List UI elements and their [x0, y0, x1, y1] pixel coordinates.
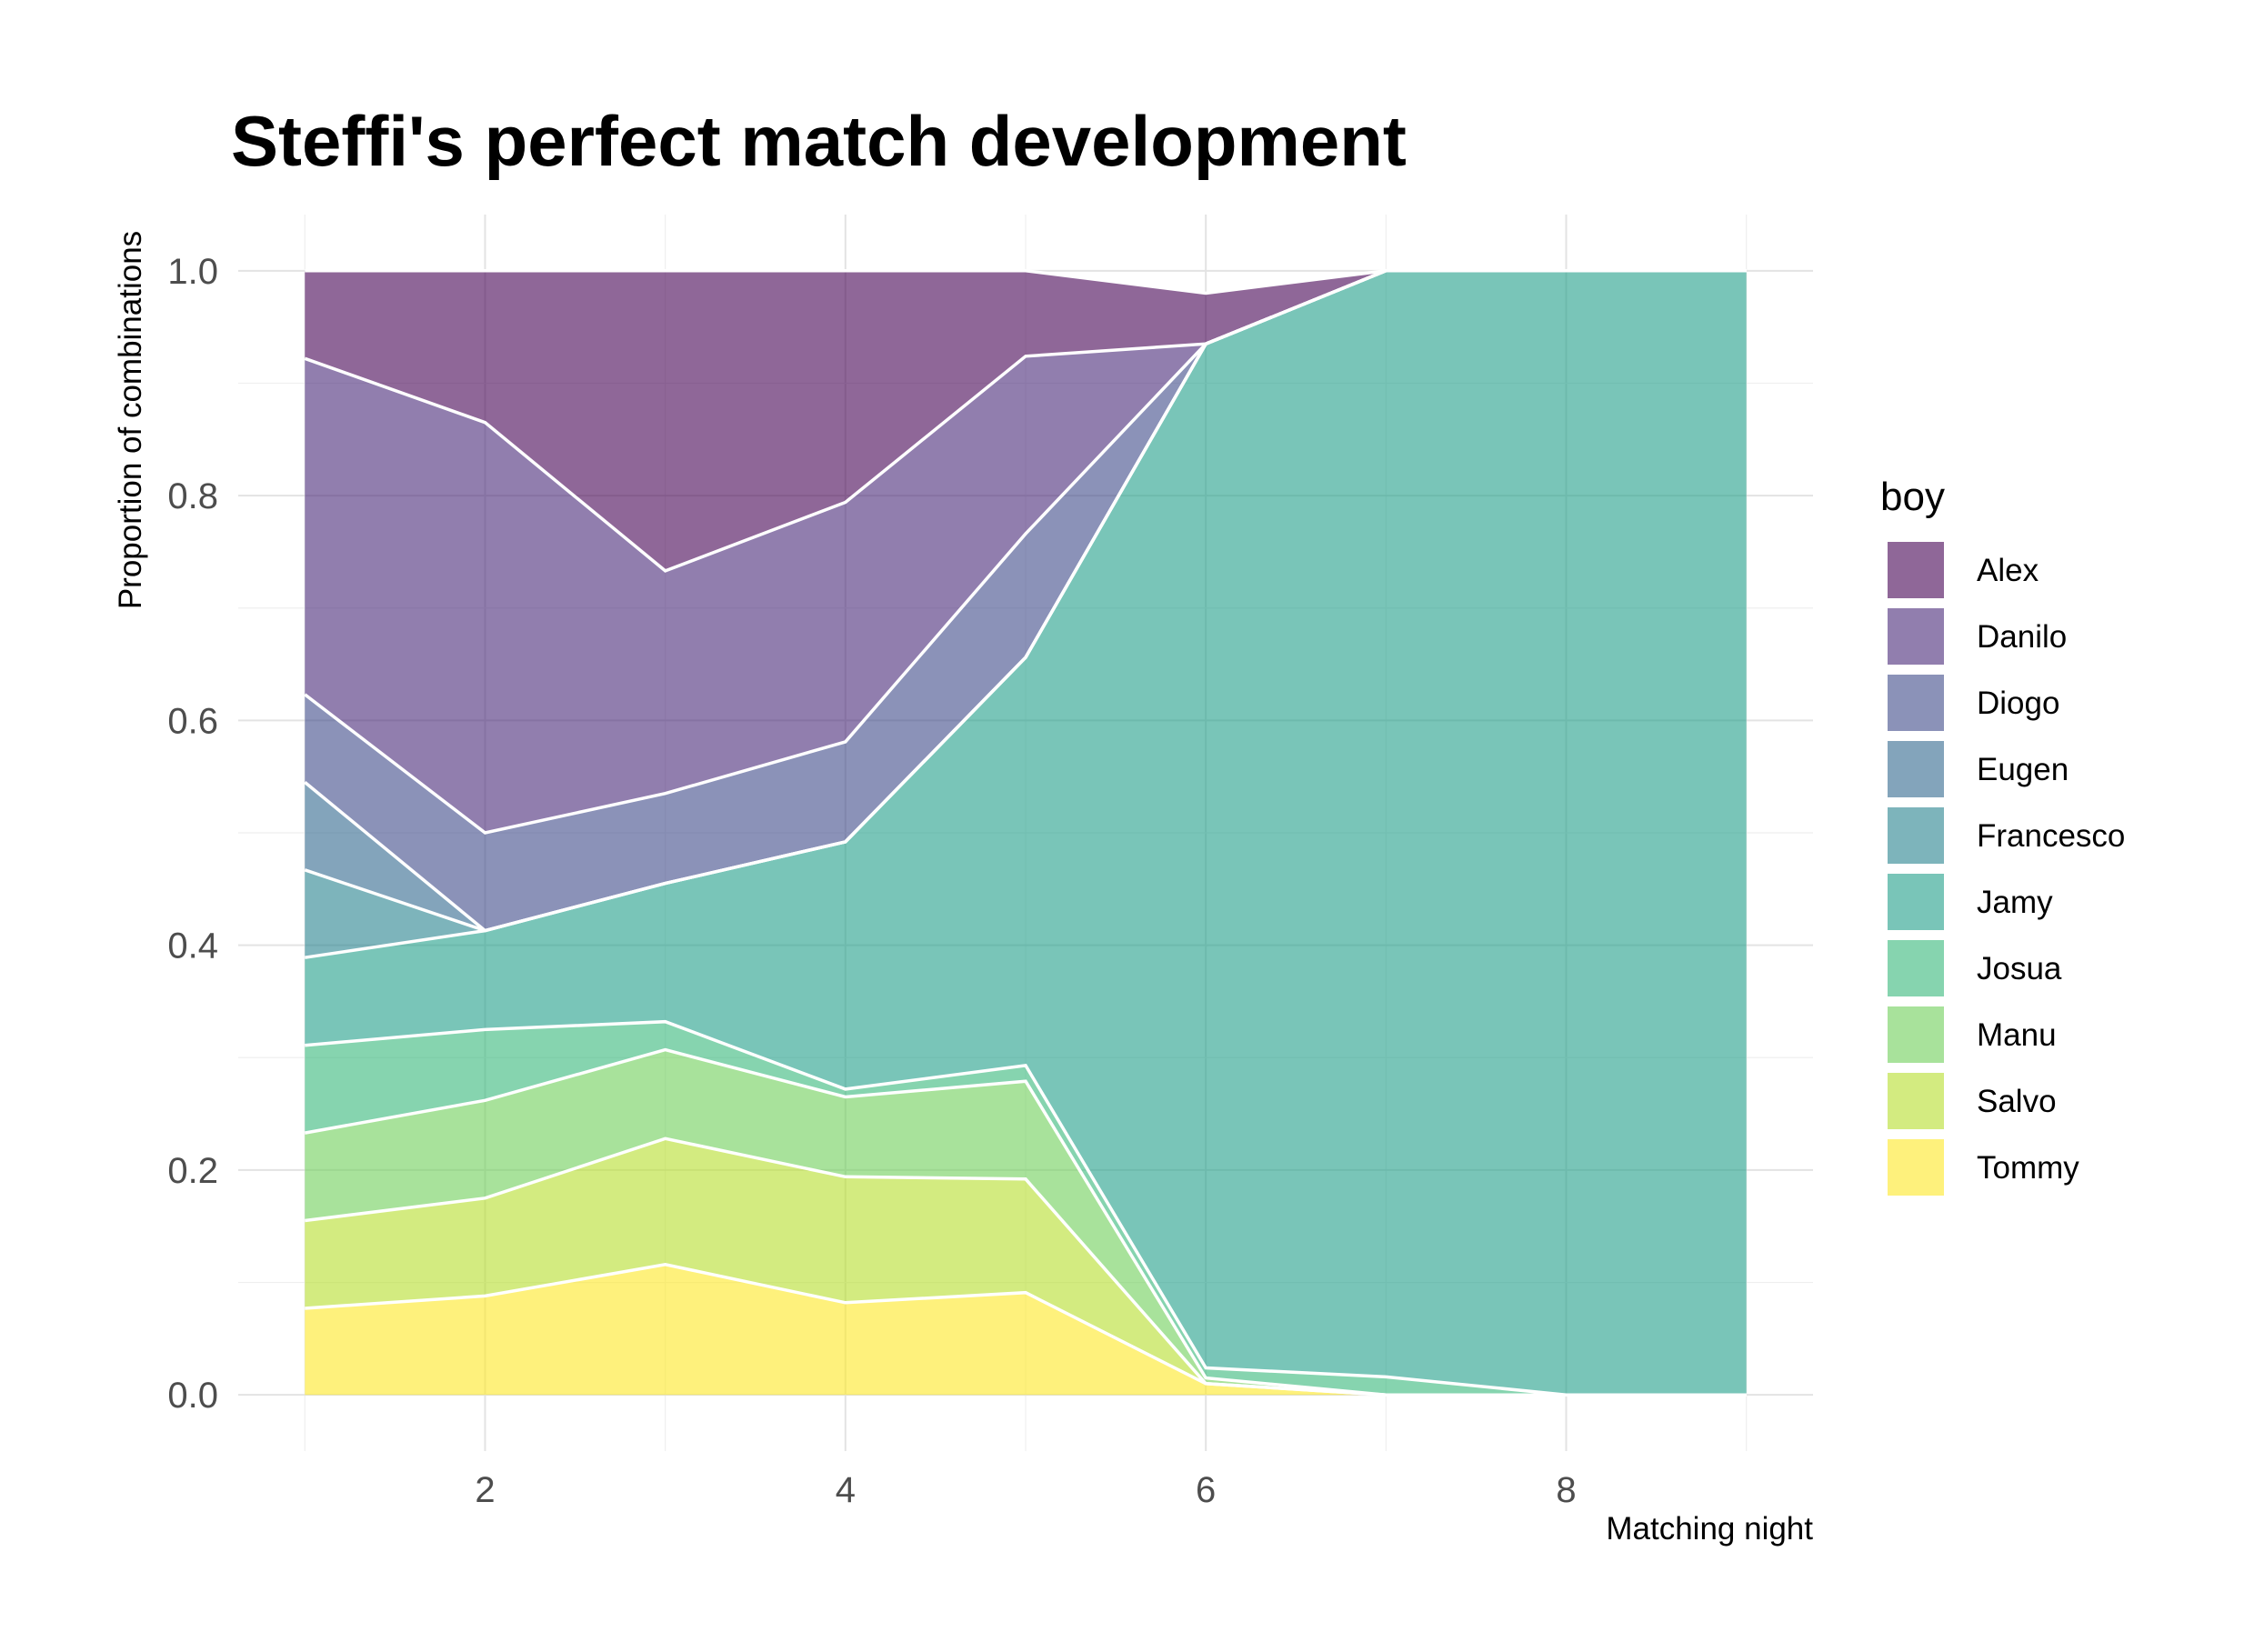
area-diogo — [305, 270, 1747, 931]
legend-label-danilo: Danilo — [1977, 619, 2067, 655]
y-tick-label: 0.2 — [167, 1151, 218, 1191]
area-alex — [305, 270, 1747, 571]
area-danilo — [305, 270, 1747, 833]
legend-label-jamy: Jamy — [1977, 885, 2053, 920]
y-tick-label: 0.4 — [167, 926, 218, 966]
legend-items: Alex Danilo Diogo Eugen Francesco Jamy Josua Ma… — [1888, 542, 2125, 1196]
area-tommy — [305, 1264, 1747, 1396]
x-axis-title: Matching night — [1606, 1511, 1813, 1547]
legend-label-alex: Alex — [1977, 553, 2039, 588]
legend-swatch-jamy — [1888, 874, 1944, 930]
x-tick-label: 8 — [1556, 1470, 1576, 1510]
series-areas — [305, 270, 1747, 1396]
legend-swatch-danilo — [1888, 608, 1944, 665]
y-axis-title: Proportion of combinations — [113, 231, 148, 609]
legend-label-eugen: Eugen — [1977, 752, 2069, 787]
y-tick-label: 0.0 — [167, 1376, 218, 1416]
legend-label-josua: Josua — [1977, 951, 2062, 986]
legend-swatch-salvo — [1888, 1073, 1944, 1129]
y-tick-label: 0.6 — [167, 701, 218, 741]
legend-label-salvo: Salvo — [1977, 1084, 2057, 1119]
legend-label-manu: Manu — [1977, 1017, 2057, 1053]
boundary-josua — [305, 1019, 1747, 1397]
x-tick-label: 2 — [475, 1470, 495, 1510]
x-tick-label: 6 — [1196, 1470, 1216, 1510]
area-salvo — [305, 1138, 1747, 1396]
y-tick-label: 1.0 — [167, 252, 218, 292]
y-tick-label: 0.8 — [167, 476, 218, 516]
legend-swatch-diogo — [1888, 675, 1944, 731]
legend-swatch-tommy — [1888, 1139, 1944, 1196]
x-tick-label: 4 — [836, 1470, 856, 1510]
legend-swatch-manu — [1888, 1006, 1944, 1063]
legend-label-francesco: Francesco — [1977, 818, 2125, 854]
y-axis-ticks: 0.0 0.2 0.4 0.6 0.8 1.0 — [167, 252, 218, 1416]
boundary-manu — [304, 1047, 1747, 1397]
chart-title: Steffi's perfect match development — [231, 101, 1407, 181]
legend-swatch-josua — [1888, 940, 1944, 996]
x-axis-ticks: 2 4 6 8 — [475, 1470, 1576, 1510]
area-jamy — [305, 270, 1747, 1396]
legend: boy Alex Danilo Diogo Eugen Francesco Jamy Jos… — [1880, 475, 2125, 1196]
legend-label-diogo: Diogo — [1977, 686, 2059, 721]
area-josua — [305, 1021, 1747, 1396]
legend-label-tommy: Tommy — [1977, 1150, 2079, 1186]
legend-swatch-francesco — [1888, 807, 1944, 864]
legend-title: boy — [1880, 475, 1945, 519]
area-manu — [305, 1049, 1747, 1396]
series-boundaries — [304, 269, 1747, 1397]
boundary-alex — [305, 269, 1747, 295]
legend-swatch-alex — [1888, 542, 1944, 598]
legend-swatch-eugen — [1888, 741, 1944, 797]
